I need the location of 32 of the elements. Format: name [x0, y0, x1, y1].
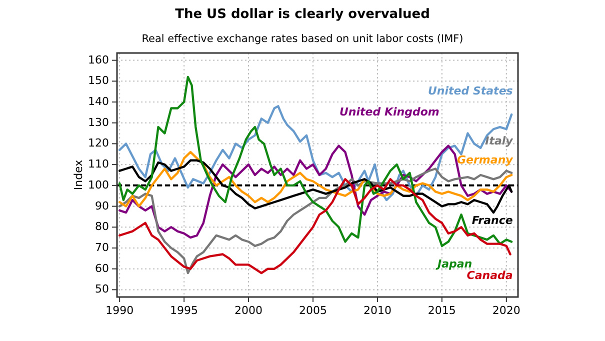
y-tick-label: 90 [95, 199, 109, 212]
y-tick-label: 160 [88, 53, 109, 66]
series-label: Germany [457, 153, 514, 166]
x-tick-label: 2015 [428, 304, 456, 317]
text: Italy [485, 134, 514, 148]
y-tick-label: 60 [95, 262, 109, 275]
line-series [118, 105, 513, 202]
series-label: France [472, 214, 514, 227]
x-tick-label: 2020 [492, 304, 520, 317]
y-tick-label: 70 [95, 240, 109, 254]
y-axis-title: Index [72, 159, 85, 190]
series-label: Canada [466, 269, 513, 282]
x-tick-label: 2005 [298, 304, 327, 317]
y-tick-label: 140 [88, 95, 109, 108]
chart-subtitle: Real effective exchange rates based on unit labor costs (IMF) [142, 33, 464, 45]
x-tick-label: 1995 [170, 304, 198, 317]
series-label: Japan [435, 258, 472, 271]
y-tick-label: 100 [88, 178, 109, 192]
line-series [118, 76, 513, 248]
x-tick-label: 2000 [234, 304, 263, 317]
y-tick-label: 120 [88, 136, 109, 150]
line-series [118, 150, 513, 208]
y-tick-label: 50 [95, 282, 109, 296]
y-tick-label: 110 [88, 158, 109, 171]
y-tick-label: 150 [88, 74, 109, 88]
y-tick-label: 130 [88, 116, 109, 129]
x-tick-label: 1990 [106, 304, 134, 317]
y-tick-label: 80 [95, 220, 109, 234]
text: United Kingdom [339, 105, 440, 118]
chart-title: The US dollar is clearly overvalued [175, 7, 430, 22]
series-label: United States [428, 84, 514, 98]
x-tick-label: 2010 [363, 304, 392, 317]
